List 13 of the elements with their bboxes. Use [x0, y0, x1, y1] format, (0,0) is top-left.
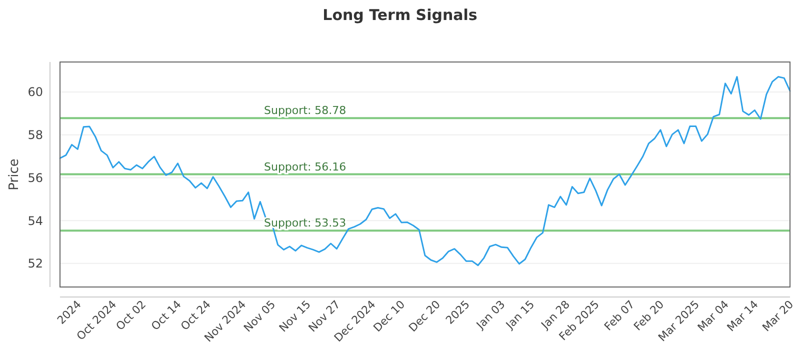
x-tick-label: Mar 20: [760, 298, 796, 334]
ref-line-label: Support: 56.16: [264, 160, 346, 174]
y-tick-label: 60: [28, 85, 43, 100]
y-tick-label: 58: [28, 128, 43, 142]
y-tick-label: 56: [28, 170, 43, 185]
line-series: [59, 76, 791, 266]
chart-title: Long Term Signals: [322, 6, 478, 24]
ref-line-label: Support: 58.78: [264, 104, 346, 118]
y-tick-label: 54: [28, 214, 43, 228]
y-tick-label: 52: [28, 256, 43, 271]
x-tick-label: Jan 15: [502, 298, 538, 332]
y-axis-title: Price: [7, 158, 22, 190]
x-tick-label: Dec 20: [406, 298, 443, 335]
